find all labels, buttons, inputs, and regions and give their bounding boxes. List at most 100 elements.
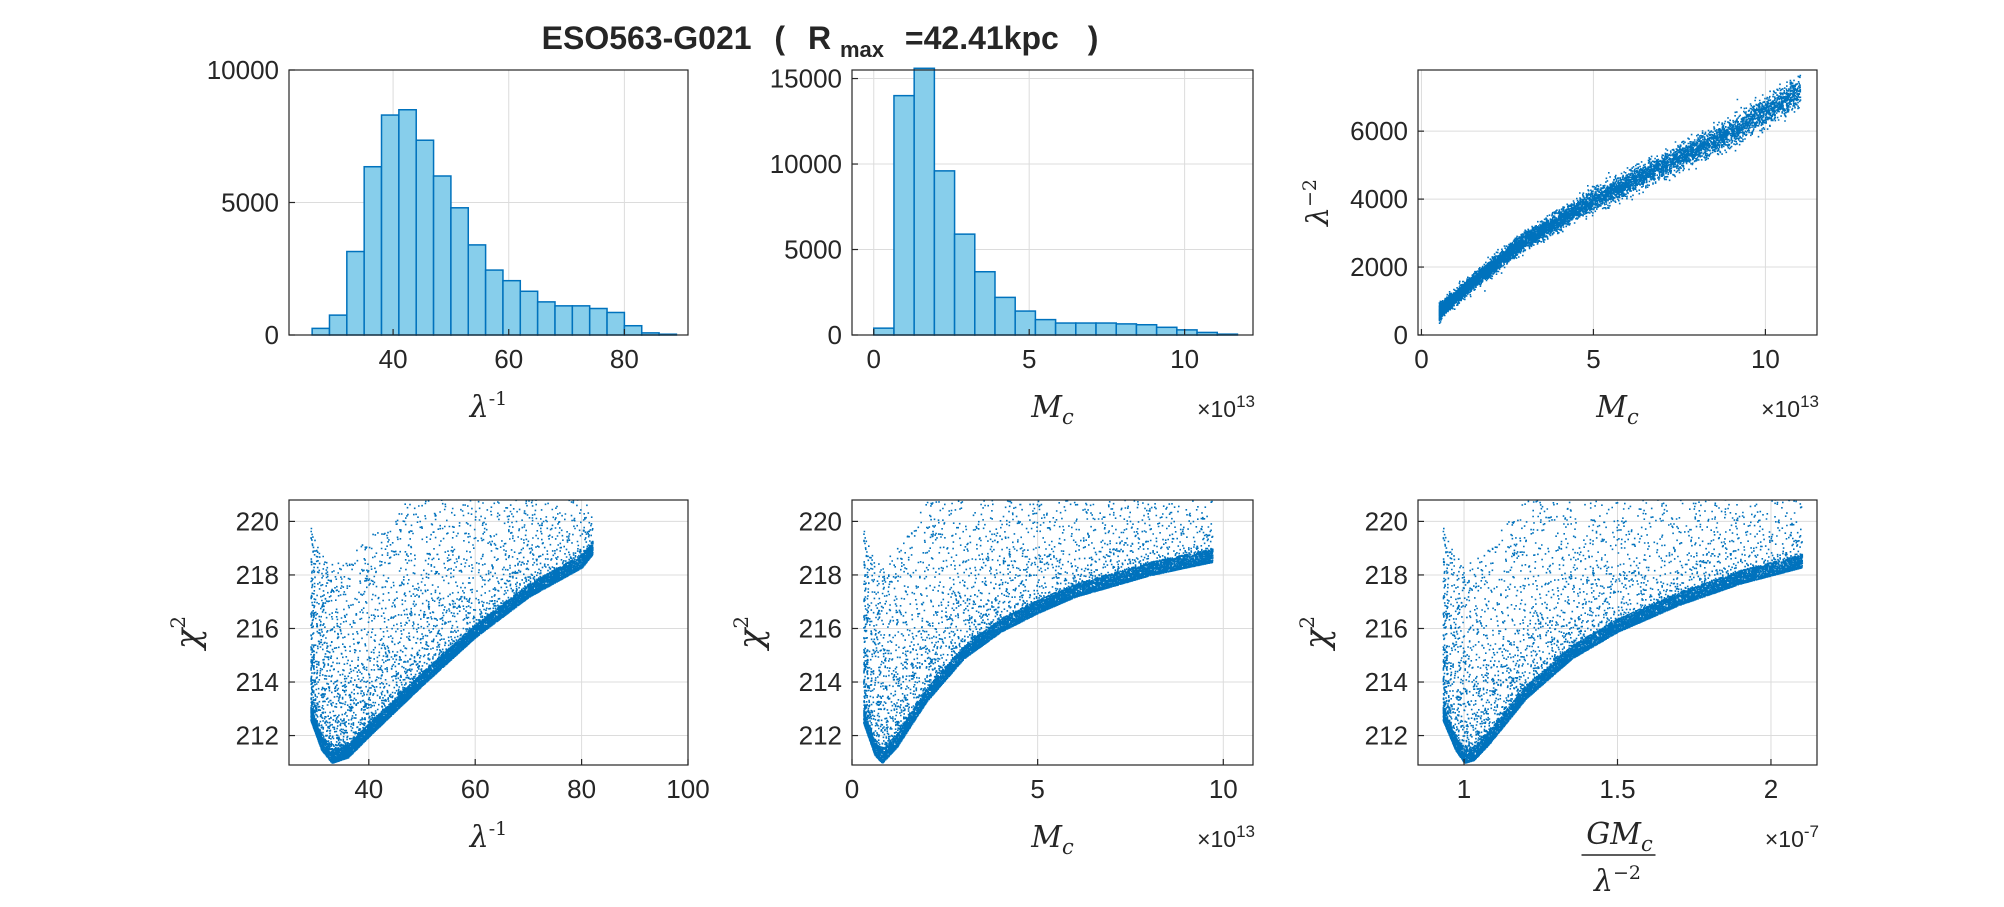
- y-axis-label: χ2: [166, 616, 208, 651]
- hist-bar-5: [974, 270, 996, 336]
- y-tick-label-1: 5000: [784, 235, 842, 265]
- x-exponent-label: ×1013: [1761, 392, 1819, 422]
- title-name: ESO563-G021: [542, 20, 752, 56]
- x-tick-label-1: 5: [1030, 774, 1044, 804]
- x-tick-label-2: 10: [1751, 344, 1780, 374]
- hist-bar-13: [536, 301, 556, 336]
- x-exponent-label: ×1013: [1197, 822, 1255, 852]
- hist-bar-9: [1054, 322, 1077, 336]
- y-tick-label-4: 220: [236, 506, 279, 536]
- hist-bar-3: [363, 165, 383, 336]
- hist-bar-9: [467, 244, 487, 336]
- hist-bar-4: [953, 233, 976, 336]
- scatter-cloud: [863, 500, 1214, 764]
- hist-bar-10: [484, 269, 504, 336]
- y-tick-label-3: 218: [799, 560, 842, 590]
- y-tick-label-1: 214: [1365, 667, 1408, 697]
- y-tick-label-0: 212: [1365, 721, 1408, 751]
- x-tick-label-1: 5: [1586, 344, 1600, 374]
- y-tick-label-0: 0: [828, 320, 842, 350]
- hist-bar-18: [623, 324, 643, 336]
- x-tick-label-2: 10: [1170, 344, 1199, 374]
- x-label-numerator: GMc: [1586, 817, 1653, 856]
- axes-frame: [288, 499, 689, 766]
- hist-bar-12: [1115, 323, 1138, 336]
- title-rmax-base: R: [808, 20, 831, 56]
- y-tick-label-2: 216: [799, 613, 842, 643]
- hist-bar-6: [994, 296, 1016, 336]
- scatter-cloud: [1438, 74, 1802, 324]
- x-tick-label-0: 40: [354, 774, 383, 804]
- x-tick-label-1: 5: [1022, 344, 1036, 374]
- y-tick-label-2: 216: [1365, 613, 1408, 643]
- hist-bar-14: [1155, 326, 1178, 336]
- y-tick-label-1: 214: [236, 667, 279, 697]
- hist-bar-0: [873, 327, 895, 336]
- x-tick-label-0: 0: [845, 774, 859, 804]
- x-axis-label: Mc: [1595, 390, 1639, 429]
- y-tick-label-0: 212: [236, 721, 279, 751]
- title-paren-close: ): [1088, 20, 1099, 56]
- hist-bar-13: [1135, 323, 1158, 336]
- x-tick-label-0: 40: [379, 344, 408, 374]
- hist-bar-1: [328, 314, 348, 336]
- x-exponent-label: ×1013: [1197, 392, 1255, 422]
- hist-bar-7: [1014, 310, 1037, 336]
- hist-bar-8: [1034, 318, 1057, 336]
- y-tick-label-4: 220: [1365, 506, 1408, 536]
- x-axis-label: Mc: [1030, 390, 1074, 429]
- hist-bar-0: [311, 327, 331, 336]
- hist-bar-11: [502, 279, 522, 336]
- y-tick-label-2: 10000: [770, 149, 842, 179]
- y-tick-label-0: 0: [1394, 320, 1408, 350]
- y-axis-label: χ2: [1295, 616, 1337, 651]
- hist-bar-12: [519, 290, 539, 336]
- y-tick-label-3: 218: [236, 560, 279, 590]
- y-tick-label-3: 15000: [770, 64, 842, 94]
- axes-frame: [1417, 69, 1818, 336]
- y-tick-label-1: 2000: [1350, 252, 1408, 282]
- scatter-cloud: [1442, 500, 1804, 764]
- y-tick-label-1: 214: [799, 667, 842, 697]
- panel-hist-mc: 0 5 10 0 5000 10000 15000 Mc ×1013: [770, 64, 1255, 429]
- x-tick-label-0: 0: [867, 344, 881, 374]
- panel-hist-inv-lambda: 40 60 80 0 5000 10000 λ-1: [207, 55, 689, 425]
- x-tick-label-1: 60: [461, 774, 490, 804]
- axes-frame: [851, 499, 1254, 766]
- scatter-points: [1438, 74, 1802, 324]
- hist-bar-7: [432, 175, 452, 336]
- panel-scatter-lambda2-mc: 0 5 10 0 2000 4000 6000 Mc λ−2 ×1013: [1299, 69, 1819, 429]
- y-tick-label-4: 220: [799, 506, 842, 536]
- y-axis-label: χ2: [729, 616, 771, 651]
- hist-bar-2: [346, 250, 365, 336]
- x-axis-label: λ-1: [469, 388, 508, 425]
- y-tick-label-2: 10000: [207, 55, 279, 85]
- scatter-cloud: [310, 500, 594, 764]
- hist-bar-3: [933, 170, 956, 336]
- panel-scatter-chi2-gmc: 1 1.5 2 212 214 216 218 220 GMc λ−2 χ2 ×10-7: [1295, 499, 1819, 899]
- y-tick-label-0: 212: [799, 721, 842, 751]
- x-tick-label-0: 0: [1414, 344, 1428, 374]
- hist-bar-11: [1095, 322, 1117, 336]
- x-tick-label-0: 1: [1457, 774, 1471, 804]
- x-tick-label-1: 1.5: [1599, 774, 1635, 804]
- y-tick-label-0: 0: [265, 320, 279, 350]
- scatter-points: [863, 500, 1214, 764]
- hist-bar-16: [588, 307, 608, 336]
- figure-title: ESO563-G021 ( R max =42.41kpc ): [542, 20, 1099, 64]
- hist-bar-14: [554, 305, 574, 336]
- scatter-points: [310, 500, 594, 764]
- title-paren-open: (: [774, 20, 785, 56]
- hist-bar-8: [450, 207, 470, 336]
- y-tick-label-2: 216: [236, 613, 279, 643]
- y-tick-label-3: 218: [1365, 560, 1408, 590]
- title-rmax-value: =42.41kpc: [905, 20, 1059, 56]
- hist-bar-4: [380, 114, 400, 336]
- axes-frame: [851, 69, 1254, 336]
- x-tick-label-2: 10: [1209, 774, 1238, 804]
- scatter-points: [1442, 500, 1804, 764]
- x-tick-label-3: 100: [666, 774, 709, 804]
- hist-bar-10: [1075, 322, 1097, 336]
- x-tick-label-2: 2: [1764, 774, 1778, 804]
